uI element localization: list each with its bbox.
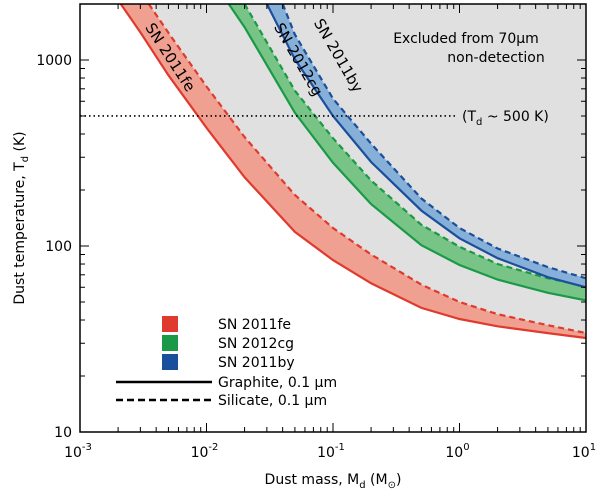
legend-swatch-sn2011fe [162,316,178,332]
legend-swatch-sn2012cg [162,335,178,351]
excluded-label-line1: Excluded from 70μm [393,31,539,47]
y-axis-label: Dust temperature, Td (K) [12,131,31,304]
legend-silicate-label: Silicate, 0.1 μm [218,393,327,409]
legend-graphite-label: Graphite, 0.1 μm [218,375,337,391]
y-tick-label: 10 [54,425,72,441]
x-tick-label: 10-1 [317,442,345,461]
y-tick-label: 1000 [36,53,72,69]
x-tick-label: 10-2 [191,442,219,461]
x-axis-label: Dust mass, Md (M⊙) [265,472,402,491]
x-tick-label: 100 [445,442,469,461]
legend-label-sn2011fe: SN 2011fe [218,317,291,333]
x-tick-label: 101 [572,442,596,461]
legend-label-sn2012cg: SN 2012cg [218,336,294,352]
y-tick-label: 100 [45,239,72,255]
excluded-label-line2: non-detection [447,50,544,66]
x-tick-label: 10-3 [64,442,92,461]
legend-swatch-sn2011by [162,354,178,370]
legend-label-sn2011by: SN 2011by [218,355,295,371]
